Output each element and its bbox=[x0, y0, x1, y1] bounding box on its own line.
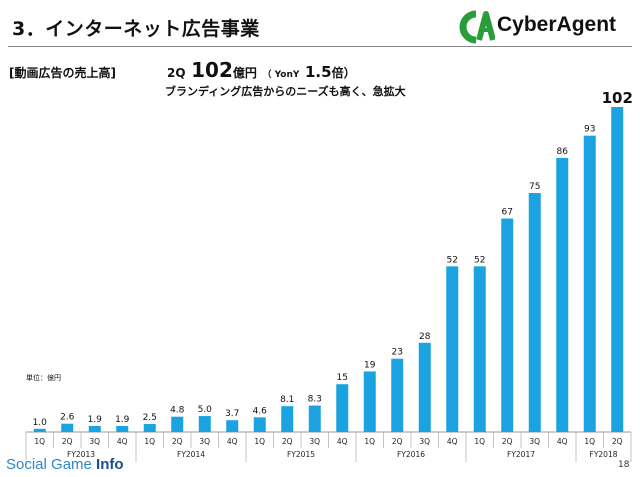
x-tick-label: 3Q bbox=[89, 437, 100, 446]
data-label: 102 bbox=[602, 89, 633, 107]
data-label: 67 bbox=[502, 208, 513, 218]
data-label: 4.6 bbox=[253, 406, 268, 416]
x-tick-label: 1Q bbox=[144, 437, 155, 446]
data-label: 1.0 bbox=[33, 418, 48, 428]
unit-label: 単位：億円 bbox=[26, 374, 61, 382]
bar bbox=[308, 405, 321, 432]
x-tick-label: 4Q bbox=[557, 437, 568, 446]
bar bbox=[61, 423, 74, 432]
logo-mark-icon bbox=[459, 10, 496, 44]
data-label: 75 bbox=[529, 182, 540, 192]
fiscal-year-label: FY2014 bbox=[177, 450, 205, 459]
data-label: 19 bbox=[364, 360, 376, 370]
data-label: 23 bbox=[392, 348, 403, 358]
section-label: [動画広告の売上高] bbox=[9, 66, 116, 80]
x-tick-label: 3Q bbox=[309, 437, 320, 446]
x-tick-label: 3Q bbox=[529, 437, 540, 446]
bar bbox=[418, 342, 431, 432]
bar bbox=[171, 416, 184, 432]
bar bbox=[556, 157, 569, 432]
data-label: 15 bbox=[337, 373, 348, 383]
data-label: 5.0 bbox=[198, 405, 213, 415]
bar bbox=[611, 107, 624, 432]
fiscal-year-label: FY2017 bbox=[507, 450, 535, 459]
data-label: 1.9 bbox=[115, 415, 130, 425]
data-label: 2.5 bbox=[143, 413, 157, 423]
headline-amount: 102 bbox=[191, 58, 233, 82]
x-tick-label: 2Q bbox=[62, 437, 73, 446]
headline-yoy-open: （ YonY bbox=[262, 70, 300, 80]
data-label: 28 bbox=[419, 332, 431, 342]
fiscal-year-label: FY2013 bbox=[67, 450, 95, 459]
fiscal-year-label: FY2018 bbox=[590, 450, 618, 459]
data-label: 1.9 bbox=[88, 415, 103, 425]
bar bbox=[143, 424, 156, 432]
slide-title: 3．インターネット広告事業 bbox=[12, 18, 260, 40]
bar bbox=[363, 371, 376, 432]
x-tick-label: 2Q bbox=[502, 437, 513, 446]
watermark: Social Game Info bbox=[6, 456, 124, 473]
data-label: 8.1 bbox=[280, 395, 294, 405]
title-divider bbox=[8, 46, 632, 47]
bar bbox=[33, 428, 46, 432]
cyberagent-logo: CyberAgent bbox=[459, 10, 633, 44]
x-tick-label: 1Q bbox=[34, 437, 45, 446]
page-number: 18 bbox=[618, 460, 630, 470]
bar bbox=[391, 358, 404, 432]
bar bbox=[528, 193, 541, 432]
bar bbox=[253, 417, 266, 432]
logo-text: CyberAgent bbox=[497, 13, 617, 36]
bar bbox=[226, 420, 239, 432]
x-tick-label: 1Q bbox=[254, 437, 265, 446]
data-label: 52 bbox=[447, 255, 458, 265]
x-tick-label: 2Q bbox=[172, 437, 183, 446]
fiscal-year-label: FY2015 bbox=[287, 450, 315, 459]
x-tick-label: 2Q bbox=[282, 437, 293, 446]
headline-amount-unit: 億円 bbox=[232, 66, 257, 80]
x-tick-label: 1Q bbox=[364, 437, 375, 446]
headline: 2Q 102億円 （ YonY 1.5倍） bbox=[167, 58, 356, 82]
headline-quarter: 2Q bbox=[167, 66, 186, 80]
bar bbox=[88, 425, 101, 432]
bar bbox=[501, 218, 514, 432]
x-tick-label: 1Q bbox=[584, 437, 595, 446]
watermark-suffix: Info bbox=[96, 456, 124, 473]
data-label: 4.8 bbox=[170, 406, 185, 416]
subline: ブランディング広告からのニーズも高く、急拡大 bbox=[165, 85, 406, 98]
bar bbox=[336, 384, 349, 432]
x-tick-label: 4Q bbox=[337, 437, 348, 446]
watermark-prefix: Social Game bbox=[6, 456, 92, 473]
headline-yoy-unit: 倍） bbox=[331, 66, 356, 80]
x-tick-label: 2Q bbox=[392, 437, 403, 446]
data-label: 8.3 bbox=[308, 395, 322, 405]
bar bbox=[446, 266, 459, 432]
headline-yoy-value: 1.5 bbox=[305, 63, 332, 81]
x-tick-label: 4Q bbox=[227, 437, 238, 446]
data-label: 86 bbox=[557, 147, 569, 157]
x-tick-label: 4Q bbox=[447, 437, 458, 446]
x-tick-label: 3Q bbox=[419, 437, 430, 446]
x-tick-label: 4Q bbox=[117, 437, 128, 446]
data-label: 3.7 bbox=[225, 409, 239, 419]
bar bbox=[198, 416, 211, 432]
data-label: 52 bbox=[474, 255, 485, 265]
x-tick-label: 2Q bbox=[612, 437, 623, 446]
data-label: 2.6 bbox=[60, 413, 75, 423]
bar bbox=[116, 425, 129, 432]
data-label: 93 bbox=[584, 125, 595, 135]
x-tick-label: 3Q bbox=[199, 437, 210, 446]
bar bbox=[473, 266, 486, 432]
bar bbox=[281, 406, 294, 432]
bar bbox=[583, 135, 596, 433]
x-tick-label: 1Q bbox=[474, 437, 485, 446]
fiscal-year-label: FY2016 bbox=[397, 450, 425, 459]
